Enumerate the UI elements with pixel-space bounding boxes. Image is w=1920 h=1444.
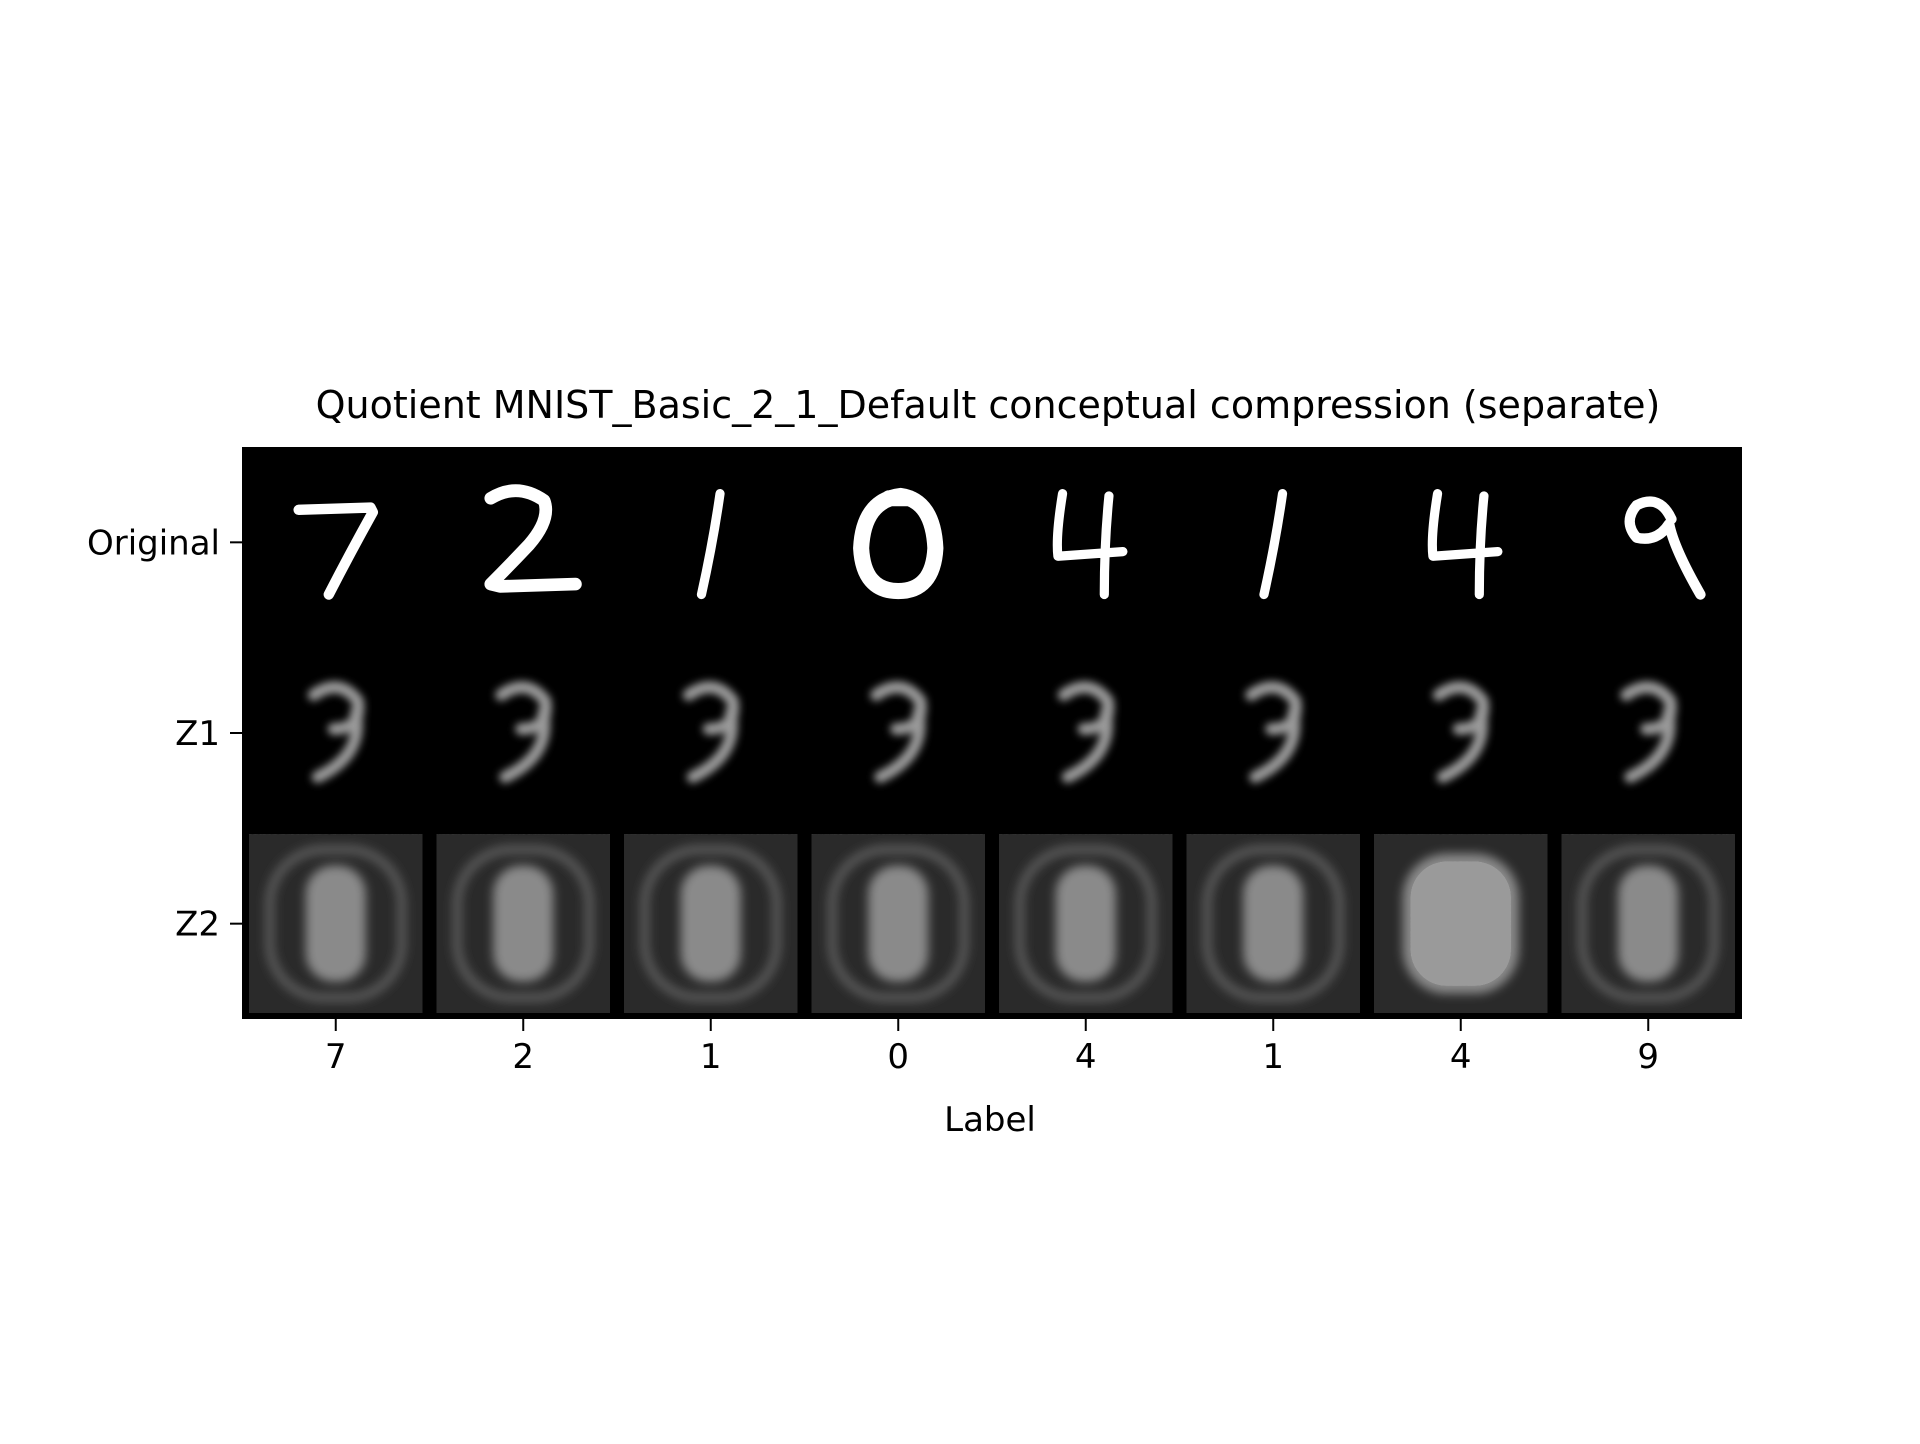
x-tick-label-7: 4 bbox=[1450, 1037, 1472, 1077]
z2-reconstruction-5 bbox=[999, 834, 1173, 1013]
z2-reconstruction-7 bbox=[1374, 834, 1548, 1013]
x-axis: 7 2 1 0 4 1 4 9 bbox=[325, 1019, 1659, 1077]
z2-reconstruction-3 bbox=[624, 834, 798, 1013]
x-axis-label: Label bbox=[944, 1100, 1036, 1140]
z2-reconstruction-1 bbox=[249, 834, 423, 1013]
x-tick-label-1: 7 bbox=[325, 1037, 347, 1077]
y-tick-label-2: Z1 bbox=[175, 714, 220, 754]
x-tick-label-3: 1 bbox=[700, 1037, 722, 1077]
x-tick-label-6: 1 bbox=[1262, 1037, 1284, 1077]
x-tick-label-5: 4 bbox=[1075, 1037, 1097, 1077]
x-tick-label-8: 9 bbox=[1637, 1037, 1659, 1077]
z2-reconstruction-2 bbox=[437, 834, 611, 1013]
x-tick-label-2: 2 bbox=[512, 1037, 534, 1077]
y-tick-label-1: Original bbox=[87, 523, 220, 563]
z2-reconstruction-6 bbox=[1187, 834, 1361, 1013]
x-tick-label-4: 0 bbox=[887, 1037, 909, 1077]
y-axis: Original Z1 Z2 bbox=[87, 523, 242, 944]
z2-reconstruction-4 bbox=[812, 834, 986, 1013]
chart-title: Quotient MNIST_Basic_2_1_Default concept… bbox=[316, 383, 1661, 427]
z2-reconstruction-8 bbox=[1562, 834, 1736, 1013]
y-tick-label-3: Z2 bbox=[175, 905, 220, 945]
